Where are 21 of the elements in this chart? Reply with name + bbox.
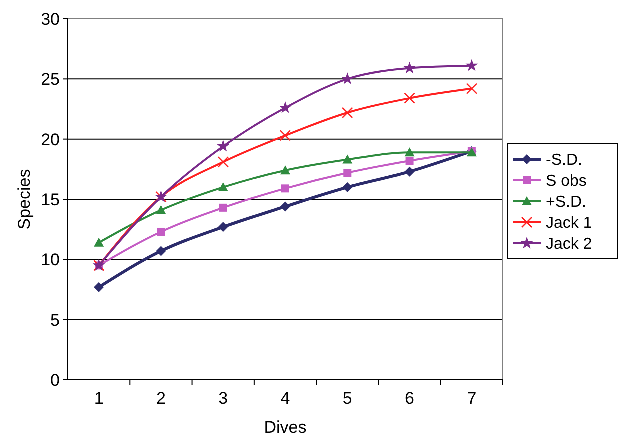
y-tick-label: 30 [41, 10, 60, 29]
x-tick-label: 4 [280, 389, 290, 408]
legend-label: +S.D. [546, 194, 586, 212]
y-tick-label: 25 [41, 70, 60, 90]
legend-label: -S.D. [546, 152, 582, 170]
x-tick-label: 2 [156, 389, 166, 408]
y-tick-label: 0 [50, 370, 60, 390]
x-tick-label: 3 [218, 389, 228, 408]
legend-label: Jack 2 [546, 236, 592, 254]
y-axis-title: Species [15, 169, 34, 230]
x-tick-label: 7 [467, 389, 477, 408]
x-tick-label: 6 [405, 389, 415, 408]
x-axis-title: Dives [264, 418, 307, 437]
y-tick-label: 10 [41, 250, 60, 270]
x-tick-label: 1 [94, 389, 104, 408]
y-tick-label: 15 [41, 190, 60, 210]
legend-label: S obs [546, 173, 587, 190]
legend-label: Jack 1 [546, 215, 592, 232]
y-tick-label: 5 [50, 310, 60, 330]
x-tick-label: 5 [342, 389, 352, 408]
y-tick-label: 20 [41, 130, 60, 150]
